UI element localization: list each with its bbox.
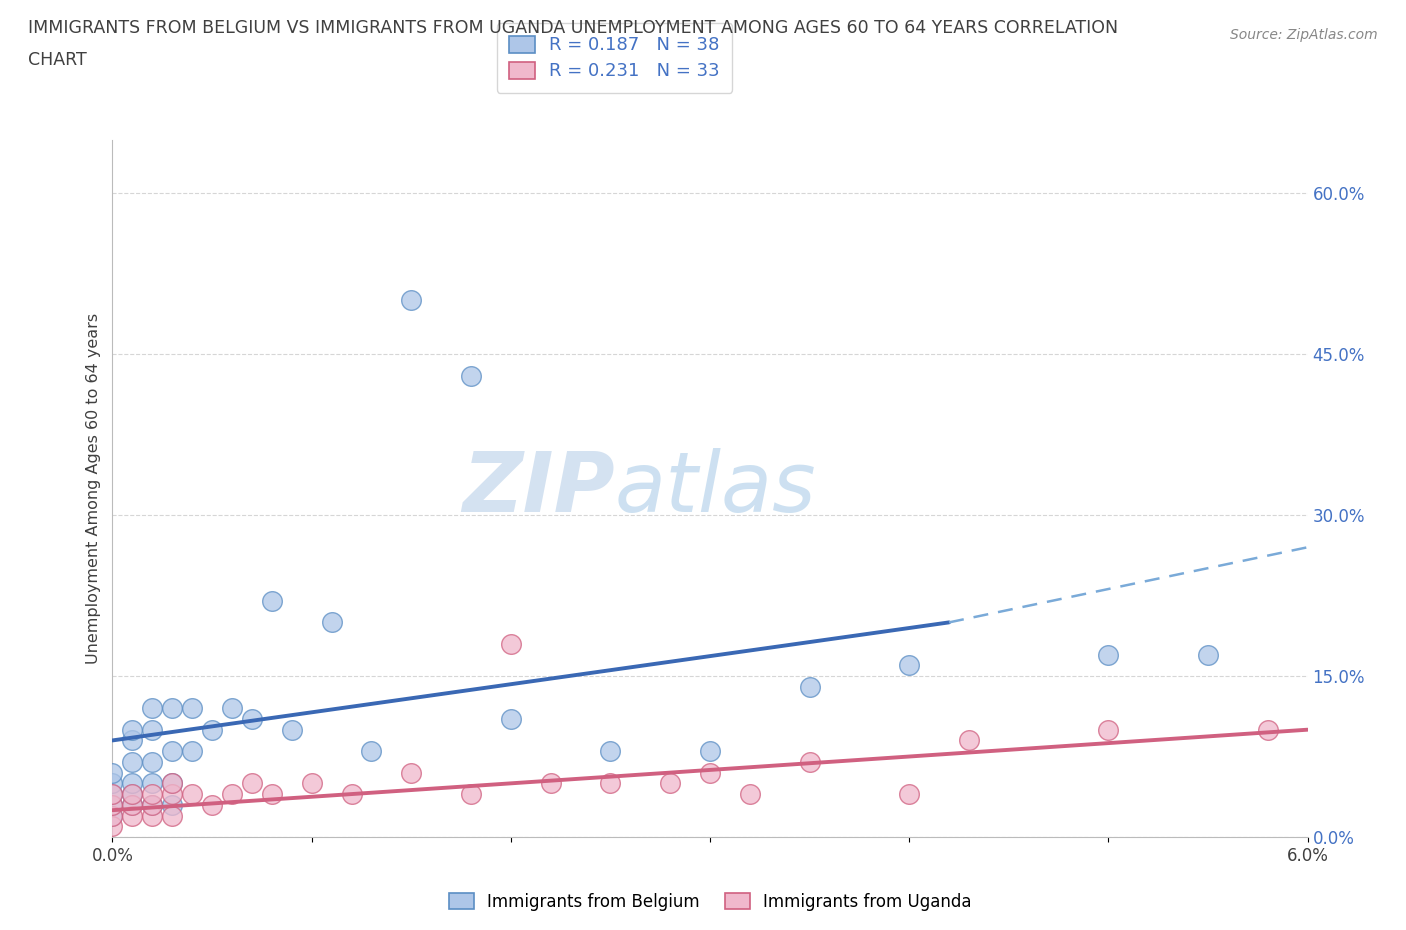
Point: [401, 293, 423, 308]
Point: [240, 776, 263, 790]
Point: [1197, 647, 1219, 662]
Point: [1097, 723, 1119, 737]
Text: Source: ZipAtlas.com: Source: ZipAtlas.com: [1230, 28, 1378, 42]
Point: [799, 679, 821, 694]
Point: [121, 797, 143, 812]
Point: [141, 701, 163, 716]
Point: [101, 797, 124, 812]
Text: IMMIGRANTS FROM BELGIUM VS IMMIGRANTS FROM UGANDA UNEMPLOYMENT AMONG AGES 60 TO : IMMIGRANTS FROM BELGIUM VS IMMIGRANTS FR…: [28, 19, 1118, 36]
Point: [599, 744, 621, 759]
Point: [121, 808, 143, 823]
Point: [141, 787, 163, 802]
Point: [659, 776, 682, 790]
Point: [101, 797, 124, 812]
Point: [162, 776, 183, 790]
Point: [260, 787, 283, 802]
Point: [957, 733, 980, 748]
Point: [460, 368, 482, 383]
Point: [162, 808, 183, 823]
Point: [499, 711, 522, 726]
Point: [301, 776, 323, 790]
Y-axis label: Unemployment Among Ages 60 to 64 years: Unemployment Among Ages 60 to 64 years: [86, 312, 101, 664]
Point: [181, 701, 204, 716]
Point: [181, 787, 204, 802]
Legend: Immigrants from Belgium, Immigrants from Uganda: Immigrants from Belgium, Immigrants from…: [440, 884, 980, 920]
Point: [101, 765, 124, 780]
Point: [101, 818, 124, 833]
Point: [162, 797, 183, 812]
Point: [799, 754, 821, 769]
Point: [460, 787, 482, 802]
Point: [162, 776, 183, 790]
Text: CHART: CHART: [28, 51, 87, 69]
Text: ZIP: ZIP: [461, 447, 614, 529]
Point: [141, 776, 163, 790]
Point: [141, 723, 163, 737]
Point: [1097, 647, 1119, 662]
Point: [121, 776, 143, 790]
Point: [141, 797, 163, 812]
Point: [121, 787, 143, 802]
Point: [201, 723, 224, 737]
Text: atlas: atlas: [614, 447, 815, 529]
Point: [738, 787, 761, 802]
Point: [699, 744, 721, 759]
Point: [141, 808, 163, 823]
Point: [101, 787, 124, 802]
Point: [121, 733, 143, 748]
Point: [340, 787, 363, 802]
Point: [201, 797, 224, 812]
Point: [221, 787, 243, 802]
Point: [321, 615, 343, 630]
Point: [898, 658, 921, 672]
Point: [221, 701, 243, 716]
Point: [101, 787, 124, 802]
Point: [101, 808, 124, 823]
Point: [141, 754, 163, 769]
Point: [121, 723, 143, 737]
Point: [260, 593, 283, 608]
Point: [101, 808, 124, 823]
Point: [599, 776, 621, 790]
Point: [101, 776, 124, 790]
Point: [181, 744, 204, 759]
Point: [141, 797, 163, 812]
Point: [699, 765, 721, 780]
Point: [898, 787, 921, 802]
Point: [499, 636, 522, 651]
Point: [162, 744, 183, 759]
Point: [1257, 723, 1279, 737]
Point: [240, 711, 263, 726]
Point: [360, 744, 382, 759]
Point: [281, 723, 304, 737]
Point: [121, 787, 143, 802]
Point: [401, 765, 423, 780]
Point: [540, 776, 562, 790]
Point: [162, 787, 183, 802]
Point: [121, 754, 143, 769]
Point: [162, 701, 183, 716]
Point: [121, 797, 143, 812]
